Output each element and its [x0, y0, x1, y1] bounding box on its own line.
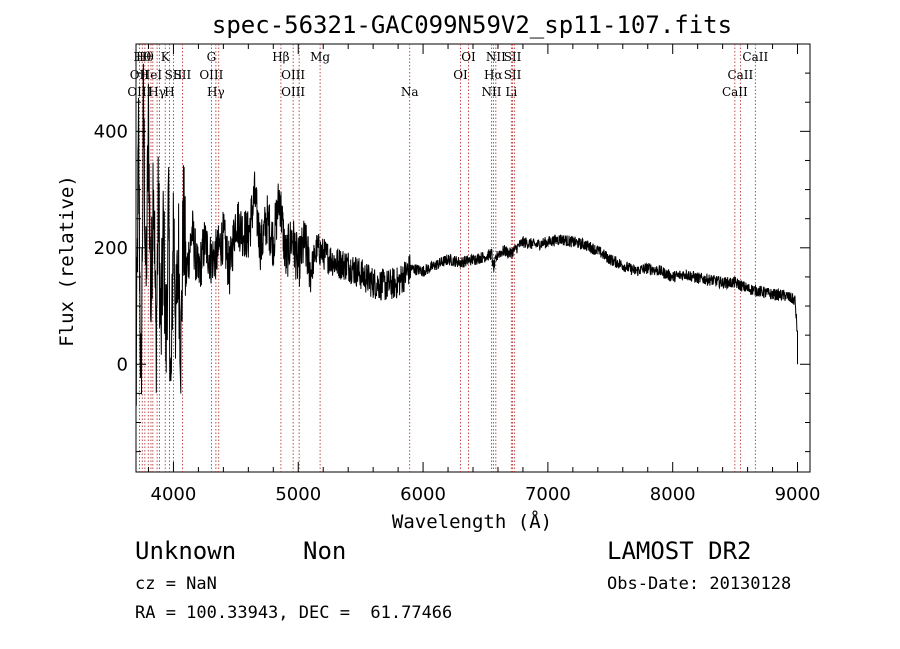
spectral-line-label: Hθ: [133, 50, 151, 64]
spectral-line-label: CaII: [742, 50, 768, 64]
redshift-text: cz = NaN: [135, 574, 217, 594]
x-axis-label: Wavelength (Å): [392, 510, 552, 533]
x-tick-label: 6000: [400, 484, 446, 505]
obs-date-text: Obs-Date: 20130128: [607, 574, 792, 594]
spectral-line-label: HeI: [140, 68, 163, 82]
spectral-line-label: NII: [486, 50, 506, 64]
spectral-line-label: OI: [461, 50, 476, 64]
spectral-line-label: Hα: [484, 68, 503, 82]
spectral-line-label: K: [161, 50, 171, 64]
spectral-line-label: OIII: [127, 85, 151, 99]
axis-tick-labels: 4000 5000 6000 7000 8000 9000 0 200 400: [94, 121, 821, 505]
coordinates-text: RA = 100.33943, DEC = 61.77466: [135, 603, 453, 623]
axis-ticks: [136, 43, 810, 472]
spectral-line-label: SII: [504, 68, 522, 82]
spectral-line-label: OIII: [281, 68, 305, 82]
y-tick-label: 200: [94, 238, 128, 259]
y-tick-label: 400: [94, 121, 128, 142]
chart-title: spec-56321-GAC099N59V2_sp11-107.fits: [212, 11, 732, 39]
spectral-line-label: OIII: [199, 68, 223, 82]
spectral-line-label: Hβ: [272, 50, 289, 64]
x-tick-label: 9000: [775, 484, 821, 505]
spectral-line-label: CaII: [722, 85, 748, 99]
object-class: Unknown: [135, 537, 237, 565]
x-tick-label: 7000: [525, 484, 571, 505]
spectral-line-labels: OIIOIIIHθHθHeIHγKHSIISIIGOIIIHγHβOIIIOII…: [127, 50, 768, 99]
spectral-line-label: NII: [481, 85, 501, 99]
object-subclass: Non: [303, 537, 347, 565]
x-tick-label: 4000: [151, 484, 197, 505]
y-tick-label: 0: [117, 354, 128, 375]
spectrum-line: [135, 63, 798, 406]
spectral-line-label: Hγ: [148, 85, 166, 99]
spectral-line-label: SII: [165, 68, 183, 82]
survey-name: LAMOST DR2: [607, 537, 752, 565]
y-axis-label: Flux (relative): [56, 175, 78, 347]
spectral-line-label: OIII: [281, 85, 305, 99]
spectral-line-label: H: [164, 85, 174, 99]
spectral-line-label: Mg: [310, 50, 330, 64]
x-tick-label: 8000: [650, 484, 696, 505]
spectral-line-label: OII: [130, 68, 150, 82]
x-tick-label: 5000: [275, 484, 321, 505]
spectral-line-label: OI: [453, 68, 468, 82]
spectral-line-label: SII: [174, 68, 192, 82]
spectral-line-label: Li: [505, 85, 517, 99]
spectral-line-label: Hγ: [207, 85, 225, 99]
spectral-line-label: Hθ: [136, 50, 154, 64]
spectral-line-label: SII: [504, 50, 522, 64]
spectral-line-label: G: [207, 50, 217, 64]
spectral-line-label: Na: [401, 85, 419, 99]
spectral-line-label: CaII: [727, 68, 753, 82]
